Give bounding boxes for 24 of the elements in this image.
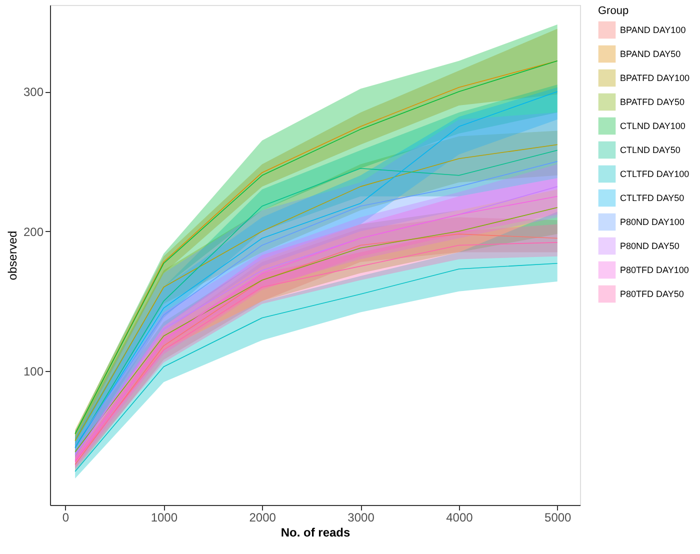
x-tick-label: 3000: [348, 510, 375, 524]
y-tick-label: 200: [23, 224, 44, 239]
legend-title: Group: [598, 5, 629, 17]
y-tick-label: 300: [23, 85, 44, 100]
legend-label: CTLND DAY50: [620, 145, 680, 155]
x-axis-title: No. of reads: [280, 526, 350, 540]
legend-label: P80TFD DAY50: [620, 289, 684, 299]
legend-label: P80ND DAY50: [620, 241, 680, 251]
legend-label: P80ND DAY100: [620, 217, 684, 227]
x-tick-label: 4000: [446, 510, 474, 524]
x-tick-label: 5000: [544, 510, 572, 524]
legend-label: CTLTFD DAY50: [620, 193, 684, 203]
x-tick-label: 1000: [150, 510, 178, 524]
legend-label: BPATFD DAY100: [620, 73, 690, 83]
legend-label: CTLTFD DAY100: [620, 169, 690, 179]
legend-label: BPAND DAY50: [620, 49, 681, 59]
legend-label: P80TFD DAY100: [620, 265, 689, 275]
legend-label: BPATFD DAY50: [620, 97, 685, 107]
x-tick-label: 2000: [249, 510, 276, 524]
legend-label: CTLND DAY100: [620, 121, 686, 131]
legend-label: BPAND DAY100: [620, 25, 686, 35]
y-axis-title: observed: [5, 230, 20, 280]
y-tick-label: 100: [23, 364, 44, 378]
x-tick-label: 0: [62, 510, 70, 524]
